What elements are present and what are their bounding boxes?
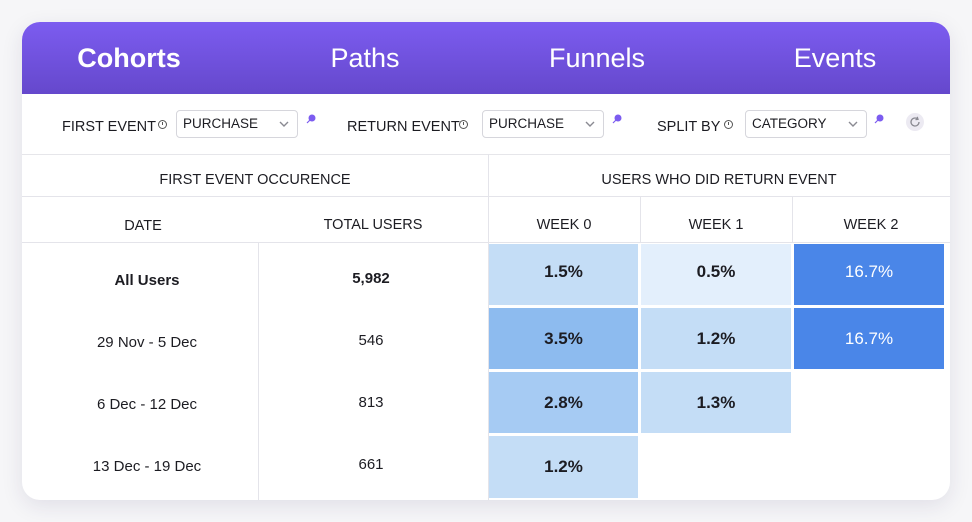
chevron-down-icon xyxy=(279,121,289,127)
retention-cell[interactable]: 1.2% xyxy=(489,436,638,498)
tab-events[interactable]: Events xyxy=(793,43,877,73)
column-header-week-0: WEEK 0 xyxy=(536,217,592,233)
info-icon: i xyxy=(158,120,167,129)
retention-cell[interactable]: 1.2% xyxy=(641,308,791,369)
refresh-button[interactable] xyxy=(906,113,924,131)
divider xyxy=(488,154,489,500)
row-date: 13 Dec - 19 Dec xyxy=(92,458,202,475)
pin-icon[interactable] xyxy=(306,114,316,124)
tab-paths[interactable]: Paths xyxy=(330,43,400,73)
split-by-select[interactable]: CATEGORY xyxy=(745,110,867,138)
tab-funnels[interactable]: Funnels xyxy=(548,43,646,73)
return-event-value: PURCHASE xyxy=(489,116,565,131)
divider xyxy=(258,242,259,500)
column-header-total-users: TOTAL USERS xyxy=(323,217,423,233)
pin-icon[interactable] xyxy=(612,114,622,124)
pin-icon[interactable] xyxy=(874,114,884,124)
retention-cell[interactable]: 16.7% xyxy=(794,244,944,305)
column-header-date: DATE xyxy=(124,218,162,234)
header-users-return-event: USERS WHO DID RETURN EVENT xyxy=(601,172,837,188)
header-first-event-occurence: FIRST EVENT OCCURENCE xyxy=(159,172,351,188)
split-by-label: SPLIT BY xyxy=(657,119,721,135)
info-icon: i xyxy=(724,120,733,129)
first-event-select[interactable]: PURCHASE xyxy=(176,110,298,138)
retention-cell[interactable]: 1.5% xyxy=(489,244,638,305)
first-event-label: FIRST EVENT xyxy=(62,119,156,135)
row-date: 29 Nov - 5 Dec xyxy=(96,334,198,351)
divider xyxy=(22,196,950,197)
filter-bar: FIRST EVENT i PURCHASE RETURN EVENT i PU… xyxy=(22,94,950,155)
row-total-users: 813 xyxy=(358,394,384,411)
tab-cohorts[interactable]: Cohorts xyxy=(77,43,181,73)
retention-cell[interactable]: 0.5% xyxy=(641,244,791,305)
cohort-card: Cohorts Paths Funnels Events FIRST EVENT… xyxy=(22,22,950,500)
return-event-label: RETURN EVENT xyxy=(347,119,460,135)
row-total-users: 5,982 xyxy=(352,270,390,287)
split-by-value: CATEGORY xyxy=(752,116,827,131)
row-total-users: 661 xyxy=(358,456,384,473)
return-event-select[interactable]: PURCHASE xyxy=(482,110,604,138)
row-date: 6 Dec - 12 Dec xyxy=(96,396,198,413)
divider xyxy=(792,196,793,242)
refresh-icon xyxy=(910,116,920,127)
row-total-users: 546 xyxy=(358,332,384,349)
chevron-down-icon xyxy=(585,121,595,127)
chevron-down-icon xyxy=(848,121,858,127)
column-header-week-1: WEEK 1 xyxy=(688,217,744,233)
retention-cell[interactable]: 2.8% xyxy=(489,372,638,433)
first-event-value: PURCHASE xyxy=(183,116,259,131)
divider xyxy=(22,242,950,243)
info-icon: i xyxy=(459,120,468,129)
analysis-tabs: Cohorts Paths Funnels Events xyxy=(22,22,950,94)
retention-cell[interactable]: 1.3% xyxy=(641,372,791,433)
divider xyxy=(640,196,641,242)
retention-cell[interactable]: 16.7% xyxy=(794,308,944,369)
row-date: All Users xyxy=(114,272,180,289)
column-header-week-2: WEEK 2 xyxy=(843,217,899,233)
retention-cell[interactable]: 3.5% xyxy=(489,308,638,369)
